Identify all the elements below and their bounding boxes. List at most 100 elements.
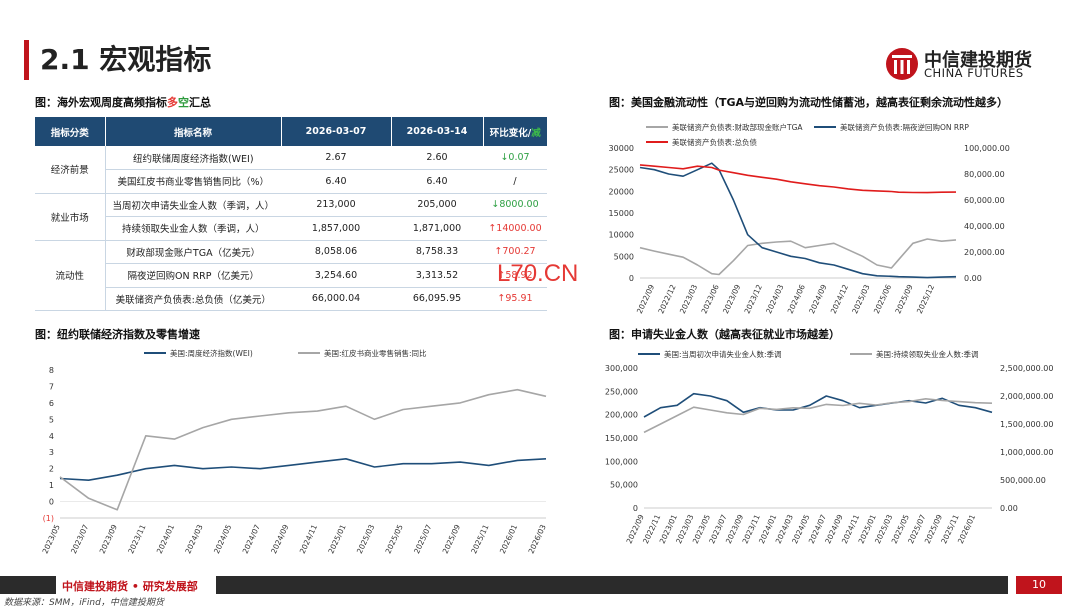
x-tick-label: 2024/01 [155,523,176,555]
change-value: ↑700.27 [483,240,547,264]
x-tick-label: 2025/06 [872,283,893,315]
page-number: 10 [1016,576,1062,594]
y-left-tick-label: 250,000 [605,387,638,396]
logo-chinese-name: 中信建投期货 [924,50,1032,71]
x-tick-label: 2025/11 [469,523,490,555]
category-cell: 流动性 [35,240,106,311]
change-value: / [483,169,547,194]
value-date-2: 6.40 [391,169,483,194]
table-row: 就业市场 当周初次申请失业金人数（季调，人） 213,000 205,000 ↓… [35,193,547,241]
x-tick-label: 2023/05 [40,523,61,555]
table-row: 经济前景 纽约联储周度经济指数(WEI) 2.67 2.60 ↓0.07 [35,146,547,194]
y-left-tick-label: 0 [629,274,634,283]
y-left-tick-label: 20000 [609,187,634,196]
x-tick-label: 2024/05 [212,523,233,555]
wei-retail-line-chart: (1) 0 1 2 3 4 5 6 7 8 2023/05 2023/07 2023/09 2023/11… [40,348,547,555]
logo-english-name: CHINA FUTURES [924,66,1024,80]
liquidity-chart-title: 图：美国金融流动性（TGA与逆回购为流动性储蓄池，越高表征剩余流动性越多） [609,96,1009,109]
y-left-tick-label: 7 [49,382,54,391]
series-line-1 [639,238,957,276]
table-caption-duo: 多 [167,96,178,109]
legend-label-1: 美国:当周初次申请失业金人数:季调 [664,349,782,359]
y-right-tick-label: 500,000.00 [1000,476,1046,485]
legend-label-2: 美国:红皮书商业零售销售:同比 [324,348,427,358]
y-left-tick-label: (1) [43,514,54,523]
y-right-tick-label: 0.00 [964,274,982,283]
x-tick-label: 2024/03 [183,523,204,555]
indicator-name: 美国红皮书商业零售销售同比（%） [105,169,281,194]
liquidity-line-chart: 0 5000 10000 15000 20000 25000 30000 0.00 20,000… [609,122,1010,315]
value-date-1: 8,058.06 [281,240,391,264]
table-row: 美联储资产负债表:总负债（亿美元） 66,000.04 66,095.95 ↑9… [35,287,547,311]
y-left-tick-label: 150,000 [605,434,638,443]
legend-label-2: 美联储资产负债表:隔夜逆回购ON RRP [840,122,969,132]
y-left-tick-label: 2 [49,465,54,474]
wei-chart-title: 图：纽约联储经济指数及零售增速 [35,328,200,341]
value-date-1: 1,857,000 [281,216,391,241]
table-row: 流动性 财政部现金账户TGA（亿美元） 8,058.06 8,758.33 ↑7… [35,240,547,311]
value-date-2: 66,095.95 [391,287,483,311]
citic-logo-icon [886,48,918,80]
y-left-tick-label: 0 [49,498,54,507]
series-line-2 [639,162,957,279]
footer-department: 中信建投期货 • 研究发展部 [62,580,198,593]
indicator-name: 美联储资产负债表:总负债（亿美元） [105,287,281,311]
y-right-tick-label: 60,000.00 [964,196,1005,205]
x-tick-label: 2025/09 [893,283,914,315]
x-tick-label: 2023/11 [126,523,147,555]
indicator-name: 纽约联储周度经济指数(WEI) [105,146,281,170]
value-date-2: 8,758.33 [391,240,483,264]
header-change-prefix: 环比变化/ [489,127,532,139]
legend-label-2: 美国:持续领取失业金人数:季调 [876,349,979,359]
x-tick-label: 2024/06 [786,283,807,315]
y-left-tick-label: 5000 [614,252,634,261]
legend-label-1: 美国:周度经济指数(WEI) [170,348,253,358]
x-tick-label: 2025/12 [915,283,936,315]
x-tick-label: 2024/07 [241,523,262,555]
x-tick-label: 2025/05 [384,523,405,555]
table-caption-kong: 空 [178,96,189,109]
table-caption-prefix: 图：海外宏观周度高频指标 [35,96,167,109]
x-tick-label: 2022/09 [635,283,656,315]
table-caption-suffix: 汇总 [189,96,211,109]
data-source-note: 数据来源：SMM，iFind，中信建投期货 [4,598,164,608]
value-date-1: 66,000.04 [281,287,391,311]
y-right-tick-label: 2,500,000.00 [1000,364,1053,373]
indicator-name: 持续领取失业金人数（季调，人） [105,216,281,241]
y-left-tick-label: 6 [49,399,54,408]
y-left-tick-label: 8 [49,366,54,375]
x-tick-label: 2024/09 [269,523,290,555]
change-value: ↓8000.00 [483,193,547,217]
x-tick-label: 2025/03 [355,523,376,555]
y-right-tick-label: 80,000.00 [964,170,1005,179]
y-left-tick-label: 25000 [609,166,634,175]
category-cell: 就业市场 [35,193,106,241]
table-row: 持续领取失业金人数（季调，人） 1,857,000 1,871,000 ↑140… [35,216,547,241]
y-left-tick-label: 15000 [609,209,634,218]
indicator-name: 当周初次申请失业金人数（季调，人） [105,193,281,217]
y-left-tick-label: 300,000 [605,364,638,373]
x-tick-label: 2025/07 [412,523,433,555]
x-tick-label: 2025/09 [441,523,462,555]
value-date-2: 1,871,000 [391,216,483,241]
table-caption: 图：海外宏观周度高频指标多空汇总 [35,94,211,110]
y-left-tick-label: 0 [633,504,638,513]
y-right-tick-label: 1,500,000.00 [1000,420,1053,429]
indicator-name: 隔夜逆回购ON RRP（亿美元） [105,263,281,288]
change-value: ↑95.91 [483,287,547,311]
header-category: 指标分类 [35,117,106,146]
change-value: ↓0.07 [483,146,547,170]
table-row: 隔夜逆回购ON RRP（亿美元） 3,254.60 3,313.52 ↑58.9… [35,263,547,288]
value-date-1: 213,000 [281,193,391,217]
macro-indicator-table: 指标分类 指标名称 2026-03-07 2026-03-14 环比变化/减 经… [35,117,547,311]
series-line-3 [639,164,957,194]
header-change-suffix: 减 [531,127,541,139]
value-date-2: 2.60 [391,146,483,170]
x-tick-label: 2023/12 [743,283,764,315]
watermark-text: L70.CN [497,260,579,287]
y-right-tick-label: 2,000,000.00 [1000,392,1053,401]
jobless-chart-title: 图：申请失业金人数（越高表征就业市场越差） [609,328,840,341]
y-right-tick-label: 1,000,000.00 [1000,448,1053,457]
footer-label-bg [56,576,216,594]
header-date-1: 2026-03-07 [281,117,392,146]
